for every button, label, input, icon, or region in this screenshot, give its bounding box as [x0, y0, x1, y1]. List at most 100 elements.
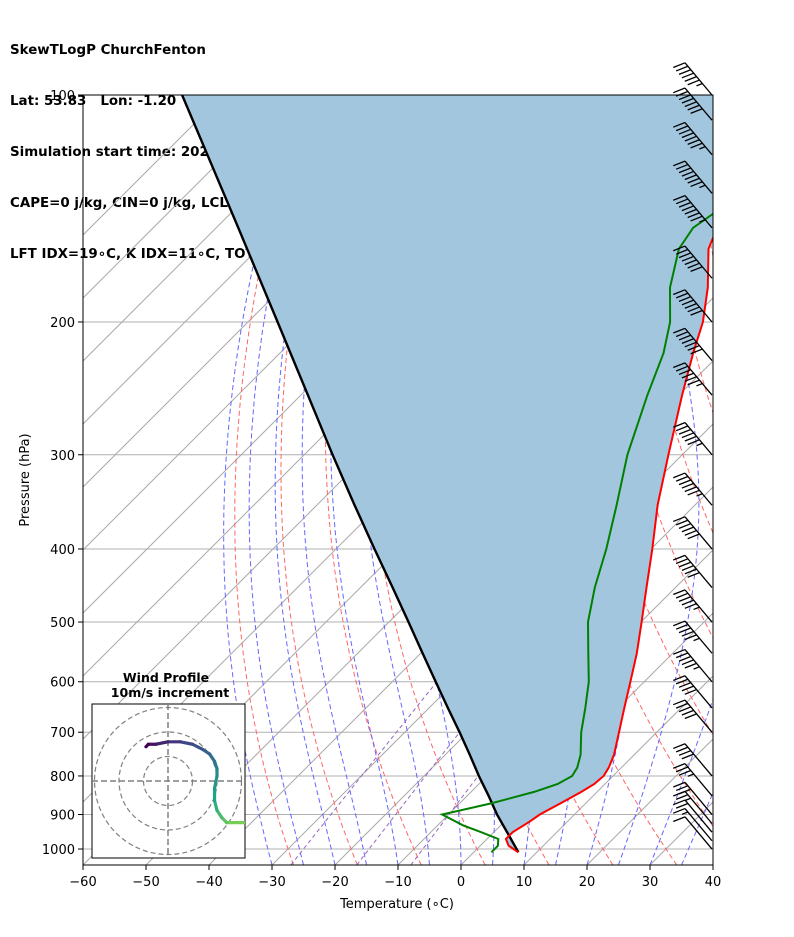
wind-barb-flag: [678, 750, 692, 756]
wind-barb-half-flag: [681, 811, 689, 815]
wind-barbs: [673, 62, 713, 850]
temperature-line: [504, 235, 713, 854]
wind-barb-flag: [684, 302, 697, 309]
moist-adiabat-line: [248, 95, 318, 865]
wind-barb-flag: [675, 475, 689, 482]
isotherm-line: [83, 95, 287, 299]
wind-barb: [673, 472, 713, 506]
dewpoint-line: [439, 212, 713, 854]
wind-barb-staff: [684, 516, 713, 550]
moist-adiabat-line: [274, 95, 336, 865]
hodograph-inset: Wind Profile 10m/s increment: [91, 670, 271, 859]
wind-barb-flag: [678, 428, 692, 435]
wind-barb: [673, 620, 713, 654]
wind-barb-staff: [684, 790, 713, 824]
wind-barb-flag: [684, 435, 697, 442]
wind-barb-flag: [675, 65, 689, 72]
profile-layer: [180, 95, 713, 854]
y-tick-label: 1000: [42, 843, 75, 858]
wind-barb: [673, 194, 713, 229]
wind-barb-flag: [678, 706, 692, 713]
wind-barb: [673, 648, 713, 683]
wind-barb-flag: [678, 94, 692, 101]
wind-barb-flag: [673, 194, 686, 201]
wind-barb: [673, 327, 713, 361]
wind-barb: [673, 516, 713, 550]
wind-barb-flag: [687, 139, 700, 146]
wind-barb-half-flag: [696, 442, 703, 447]
wind-barb-flag: [678, 296, 692, 302]
y-tick-label: 700: [50, 726, 75, 741]
x-tick-label: −20: [321, 875, 348, 890]
wind-barb-flag: [684, 486, 697, 493]
hodograph-title: Wind Profile: [123, 670, 209, 685]
wind-barb-half-flag: [699, 219, 706, 223]
wind-barb-flag: [678, 167, 692, 174]
wind-barb-flag: [684, 662, 697, 669]
wind-barb-flag: [673, 362, 686, 369]
wind-barb-flag: [675, 248, 689, 255]
wind-barb-flag: [684, 529, 697, 536]
wind-barb-staff: [684, 589, 713, 623]
wind-barb-flag: [678, 596, 692, 603]
wind-barb-flag: [675, 802, 689, 809]
wind-barb: [673, 421, 713, 456]
wind-barb-flag: [681, 685, 694, 692]
wind-barb-staff: [684, 554, 713, 588]
wind-barb-flag: [675, 794, 689, 801]
wind-barb-flag: [687, 262, 700, 269]
wind-barb-flag: [675, 746, 689, 753]
x-tick-label: −10: [384, 875, 411, 890]
wind-barb-flag: [690, 108, 703, 114]
wind-barb-flag: [675, 592, 689, 599]
wind-barb-flag: [675, 365, 689, 372]
x-tick-label: 30: [642, 875, 659, 890]
y-tick-label: 400: [50, 543, 75, 558]
y-tick-label: 300: [50, 449, 75, 464]
wind-barb-staff: [684, 649, 713, 683]
wind-barb-staff: [684, 327, 713, 361]
wind-barb-flag: [684, 713, 697, 720]
wind-barb-flag: [681, 170, 694, 177]
hodograph-subtitle: 10m/s increment: [111, 685, 229, 700]
wind-barb-flag: [678, 128, 692, 135]
wind-barb-flag: [678, 252, 692, 259]
wind-barb: [673, 781, 713, 815]
wind-barb-flag: [684, 634, 697, 641]
wind-barb-flag: [675, 785, 689, 792]
wind-barb-flag: [684, 341, 697, 348]
hodograph-segment: [154, 740, 170, 746]
wind-barb-flag: [687, 177, 700, 184]
y-tick-label: 100: [50, 89, 75, 104]
wind-barb-flag: [690, 215, 703, 222]
wind-barb: [673, 245, 713, 279]
isotherm-line: [83, 95, 224, 236]
x-tick-label: −50: [132, 875, 159, 890]
wind-barb: [673, 121, 713, 156]
wind-barb-flag: [684, 208, 697, 215]
dry-adiabat-line: [760, 95, 794, 865]
wind-barb-half-flag: [693, 666, 700, 670]
wind-barb-flag: [684, 135, 697, 142]
wind-barb-flag: [681, 132, 694, 139]
wind-barb-flag: [687, 489, 700, 496]
wind-barb-staff: [684, 808, 713, 842]
wind-barb-flag: [673, 620, 686, 627]
wind-barb-flag: [687, 212, 700, 219]
wind-barb-flag: [687, 439, 700, 446]
mixing-ratio-line: [410, 681, 551, 865]
title-location: Lat: 53.83 Lon: -1.20: [10, 94, 177, 109]
wind-barb: [673, 816, 713, 850]
wind-barb: [673, 807, 713, 842]
wind-barb-flag: [690, 181, 703, 188]
moist-adiabat-line: [301, 95, 367, 865]
x-tick-label: 0: [457, 875, 465, 890]
wind-barb-flag: [678, 69, 692, 75]
wind-barb-flag: [675, 163, 689, 170]
wind-barb-staff: [684, 362, 713, 396]
wind-barb-flag: [678, 769, 692, 776]
wind-barb-flag: [690, 309, 703, 316]
wind-barb: [673, 799, 713, 833]
hodograph-segment: [266, 823, 271, 828]
